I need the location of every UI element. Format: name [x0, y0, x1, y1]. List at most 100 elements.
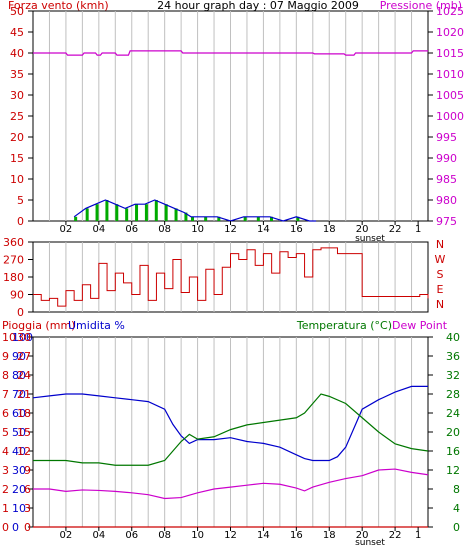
xaxis-bot-label-8: 18	[323, 530, 336, 541]
right-tick-6: 24	[446, 407, 460, 420]
top-yright-label-1: 980	[436, 194, 457, 207]
x-axis-bottom: 02 04 06 08 10 12 14 16 18 20 22 1 sunset	[60, 527, 421, 548]
bottom-right-ticks: 0 4 8 12 16 20 24 28 32 36 40	[428, 331, 460, 534]
wind-bar-10	[174, 208, 178, 221]
mid-yleft-ticks: 0 90 180 270 360	[3, 236, 33, 319]
wind-bar-11	[184, 212, 188, 221]
mid-yleft-label-0: 0	[17, 306, 24, 319]
wind-bar-0	[74, 216, 78, 221]
right-tick-8: 32	[446, 369, 460, 382]
inner-tick-3: 9	[24, 464, 31, 477]
wind-bar-9	[164, 204, 168, 221]
xaxis-bot-label-1: 04	[92, 530, 105, 541]
x-axis-bottom-sunset: sunset	[355, 538, 385, 548]
bottom-ylabel-humidity: Umidita %	[68, 319, 125, 332]
humidity-tick-0: 0	[12, 521, 19, 534]
right-tick-5: 20	[446, 426, 460, 439]
wind-bar-16	[243, 216, 247, 221]
inner-tick-6: 18	[17, 407, 31, 420]
top-yleft-label-6: 30	[10, 89, 24, 102]
humidity-tick-9: 90	[12, 350, 26, 363]
mid-yleft-label-2: 180	[3, 271, 24, 284]
wind-bar-5	[125, 208, 129, 221]
compass-label-1: W	[435, 253, 446, 266]
xaxis-bot-label-2: 06	[125, 530, 138, 541]
inner-tick-9: 27	[17, 350, 31, 363]
inner-tick-4: 12	[17, 445, 31, 458]
right-tick-9: 36	[446, 350, 460, 363]
inner-tick-2: 6	[24, 483, 31, 496]
xaxis-bot-label-5: 12	[224, 530, 237, 541]
wind-bar-17	[256, 216, 260, 221]
top-yright-label-5: 1000	[436, 110, 464, 123]
top-yright-label-7: 1010	[436, 68, 464, 81]
humidity-tick-5: 50	[12, 426, 26, 439]
inner-tick-10: 30	[17, 331, 31, 344]
top-yright-ticks: 975 980 985 990 995 1000 1005 1010 1015 1020 1025	[428, 5, 464, 228]
top-yleft-label-7: 35	[10, 68, 24, 81]
top-grid	[48, 11, 413, 221]
mid-yleft-label-3: 270	[3, 254, 24, 267]
top-yleft-label-10: 50	[10, 5, 24, 18]
xaxis-top-label-1: 04	[92, 224, 105, 235]
xaxis-bot-label-3: 08	[158, 530, 171, 541]
wind-bar-1	[85, 208, 89, 221]
top-yright-label-0: 975	[436, 215, 457, 228]
top-yright-label-6: 1005	[436, 89, 464, 102]
x-axis-top-ticks: 02 04 06 08 10 12 14 16 18 20 22 1	[60, 221, 421, 235]
inner-tick-0: 0	[24, 521, 31, 534]
rain-tick-4: 4	[2, 445, 9, 458]
rain-tick-6: 6	[2, 407, 9, 420]
compass-label-4: N	[436, 298, 444, 311]
xaxis-top-label-4: 10	[191, 224, 204, 235]
wind-bar-6	[135, 204, 139, 221]
x-axis-bottom-ticks: 02 04 06 08 10 12 14 16 18 20 22 1	[60, 527, 421, 541]
top-yleft-label-0: 0	[17, 215, 24, 228]
x-axis-top-sunset: sunset	[355, 234, 385, 244]
right-tick-3: 12	[446, 464, 460, 477]
xaxis-top-label-10: 22	[389, 224, 402, 235]
humidity-tick-2: 20	[12, 483, 26, 496]
top-yleft-label-5: 25	[10, 110, 24, 123]
top-yleft-label-3: 15	[10, 152, 24, 165]
xaxis-bot-label-6: 14	[257, 530, 270, 541]
top-ylabel-right: Pressione (mb)	[380, 0, 462, 12]
wind-bar-14	[217, 216, 221, 221]
top-pressure-series	[33, 50, 428, 56]
chart-title: 24 hour graph day : 07 Maggio 2009	[157, 0, 359, 12]
wind-bar-12	[191, 216, 194, 221]
xaxis-top-label-2: 06	[125, 224, 138, 235]
top-yleft-ticks: 0 5 10 15 20 25 30 35 40 45 50	[10, 5, 33, 228]
top-yright-label-9: 1020	[436, 26, 464, 39]
rain-tick-8: 8	[2, 369, 9, 382]
humidity-tick-7: 70	[12, 388, 26, 401]
bottom-series-line-0	[32, 385, 428, 462]
xaxis-top-label-9: 20	[356, 224, 369, 235]
wind-bar-20	[296, 216, 300, 221]
rain-tick-5: 5	[2, 426, 9, 439]
xaxis-top-label-11: 1	[415, 224, 421, 235]
rain-tick-1: 1	[2, 502, 9, 515]
right-tick-7: 28	[446, 388, 460, 401]
top-yleft-label-8: 40	[10, 47, 24, 60]
inner-tick-1: 3	[24, 502, 31, 515]
top-yright-label-4: 995	[436, 131, 457, 144]
bottom-ylabel-dew: Dew Point	[392, 319, 448, 332]
bottom-series-line-1	[33, 393, 429, 466]
inner-tick-8: 24	[17, 369, 31, 382]
xaxis-bot-label-0: 02	[60, 530, 73, 541]
xaxis-top-label-8: 18	[323, 224, 336, 235]
xaxis-top-label-7: 16	[290, 224, 303, 235]
top-yleft-label-9: 45	[10, 26, 24, 39]
right-tick-1: 4	[453, 502, 460, 515]
humidity-tick-8: 80	[12, 369, 26, 382]
mid-direction-series	[33, 247, 429, 307]
top-yleft-label-2: 10	[10, 173, 24, 186]
right-tick-2: 8	[453, 483, 460, 496]
right-tick-10: 40	[446, 331, 460, 344]
compass-label-2: S	[437, 268, 444, 281]
bottom-ylabel-temp: Temperatura (°C)	[296, 319, 392, 332]
